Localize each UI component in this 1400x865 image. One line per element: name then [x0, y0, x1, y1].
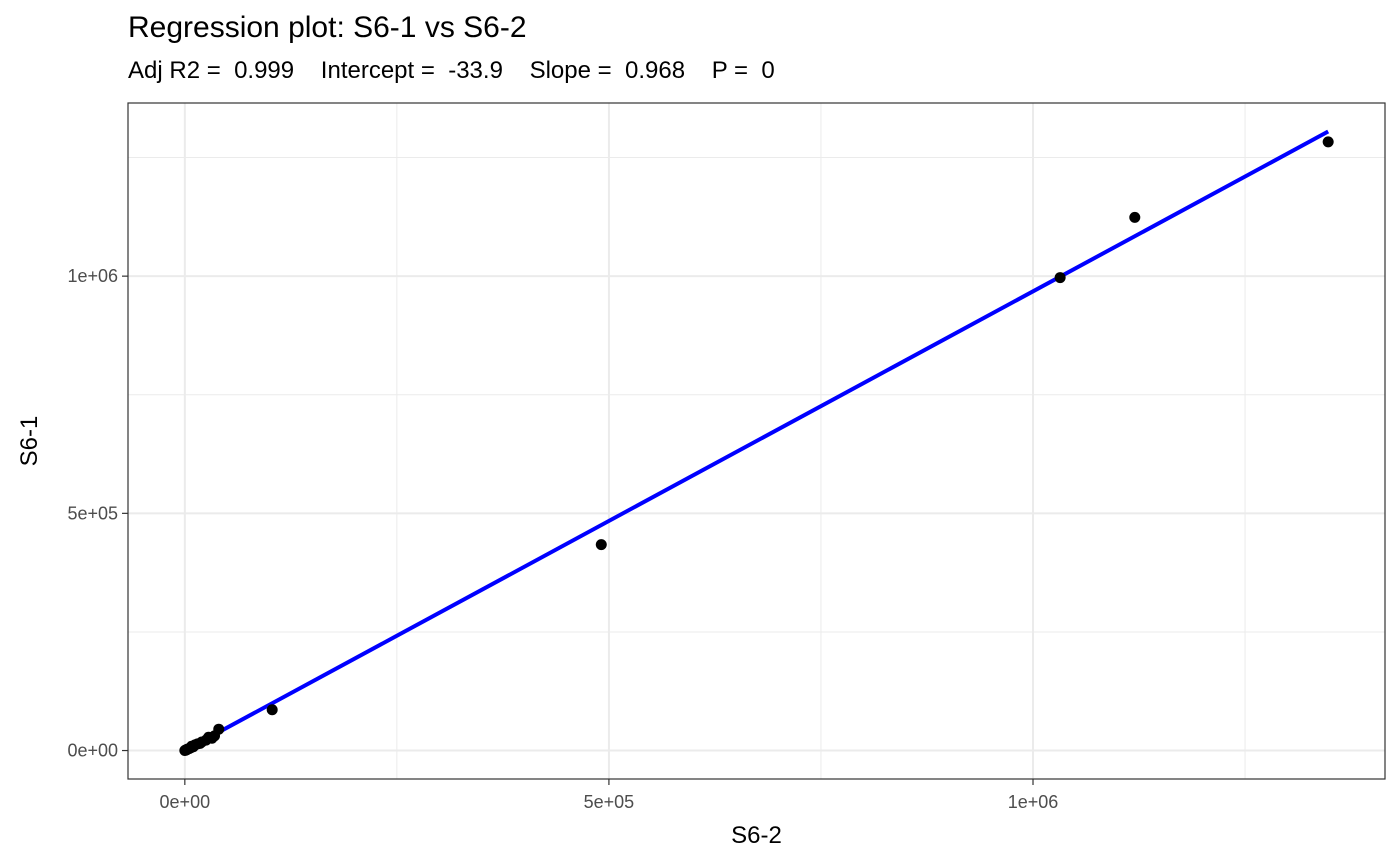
y-axis: 0e+00 5e+05 1e+06: [67, 266, 128, 761]
chart-title: Regression plot: S6-1 vs S6-2: [128, 11, 527, 44]
intercept-label: Intercept =: [320, 57, 442, 84]
p-label: P =: [711, 57, 755, 84]
data-point: [266, 704, 278, 716]
data-point: [1322, 136, 1334, 148]
y-tick-label: 0e+00: [67, 741, 118, 761]
chart-subtitle: Adj R2 = 0.999 Intercept = -33.9 Slope =…: [128, 56, 775, 86]
y-tick-label: 1e+06: [67, 266, 118, 286]
p-value: 0: [761, 57, 775, 84]
y-axis-title: S6-1: [16, 416, 43, 467]
x-tick-label: 0e+00: [160, 792, 211, 812]
grid-major: [128, 103, 1385, 779]
regression-line: [183, 129, 1330, 753]
x-tick-label: 5e+05: [584, 792, 635, 812]
x-axis: 0e+00 5e+05 1e+06: [160, 779, 1059, 812]
data-point: [213, 723, 225, 735]
points-layer: [179, 136, 1334, 757]
slope-label: Slope =: [529, 57, 619, 84]
x-axis-title: S6-2: [731, 822, 782, 849]
regression-layer: [183, 129, 1330, 753]
intercept-value: -33.9: [448, 57, 503, 84]
data-point: [1054, 272, 1066, 284]
slope-value: 0.968: [625, 57, 686, 84]
x-tick-label: 1e+06: [1008, 792, 1059, 812]
adj-r2-label: Adj R2 =: [128, 57, 228, 84]
data-point: [595, 539, 607, 551]
adj-r2-value: 0.999: [234, 57, 295, 84]
data-point: [1129, 211, 1141, 223]
grid-minor: [128, 103, 1385, 779]
y-tick-label: 5e+05: [67, 503, 118, 523]
panel-border: [127, 102, 1386, 780]
